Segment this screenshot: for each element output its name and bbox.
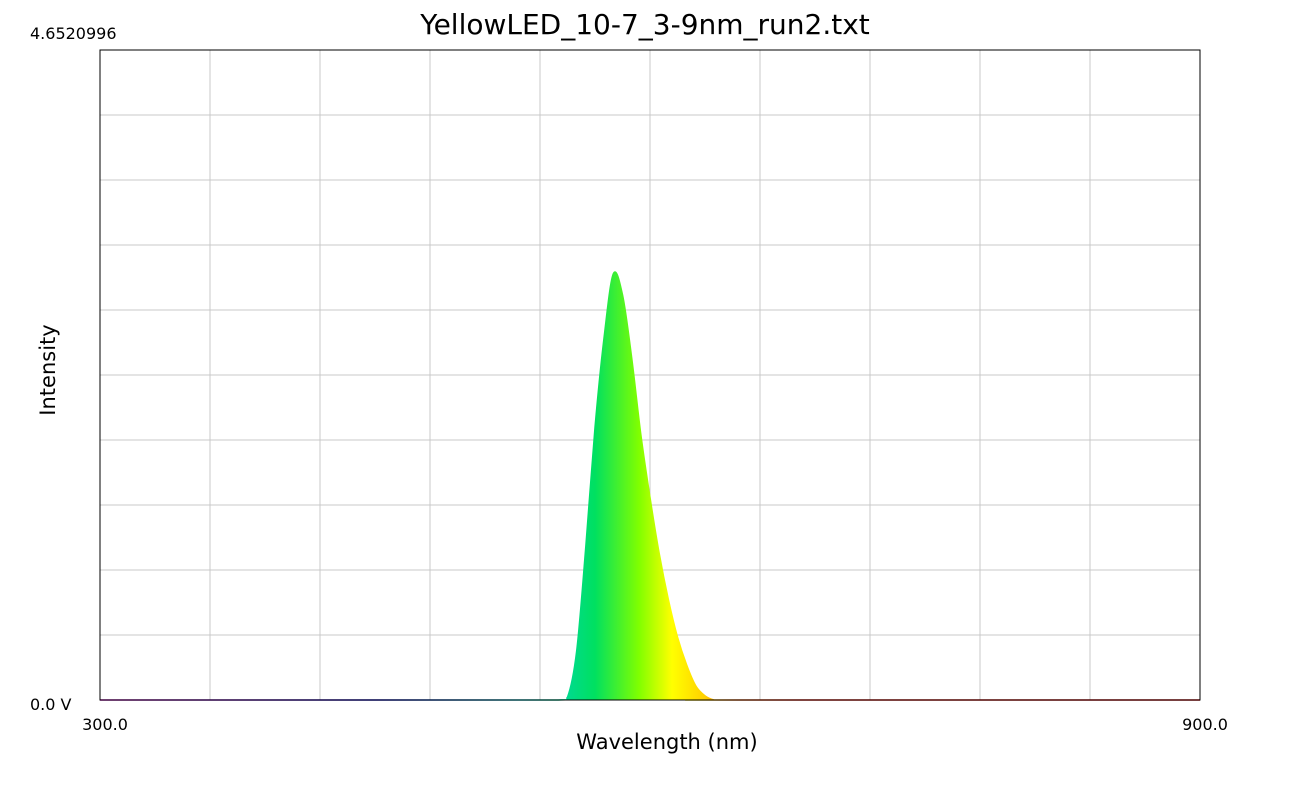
chart-title: YellowLED_10-7_3-9nm_run2.txt (419, 8, 870, 41)
y-min-tick-label: 0.0 V (30, 695, 72, 714)
x-min-tick-label: 300.0 (82, 715, 128, 734)
y-max-tick-label: 4.6520996 (30, 24, 117, 43)
plot-area (99, 49, 1201, 701)
plot-border (99, 49, 1201, 701)
series-0-area (100, 271, 1200, 700)
series-0-line (100, 271, 1200, 701)
x-axis-label: Wavelength (nm) (576, 730, 757, 754)
y-axis-label: Intensity (36, 324, 60, 415)
x-max-tick-label: 900.0 (1182, 715, 1228, 734)
